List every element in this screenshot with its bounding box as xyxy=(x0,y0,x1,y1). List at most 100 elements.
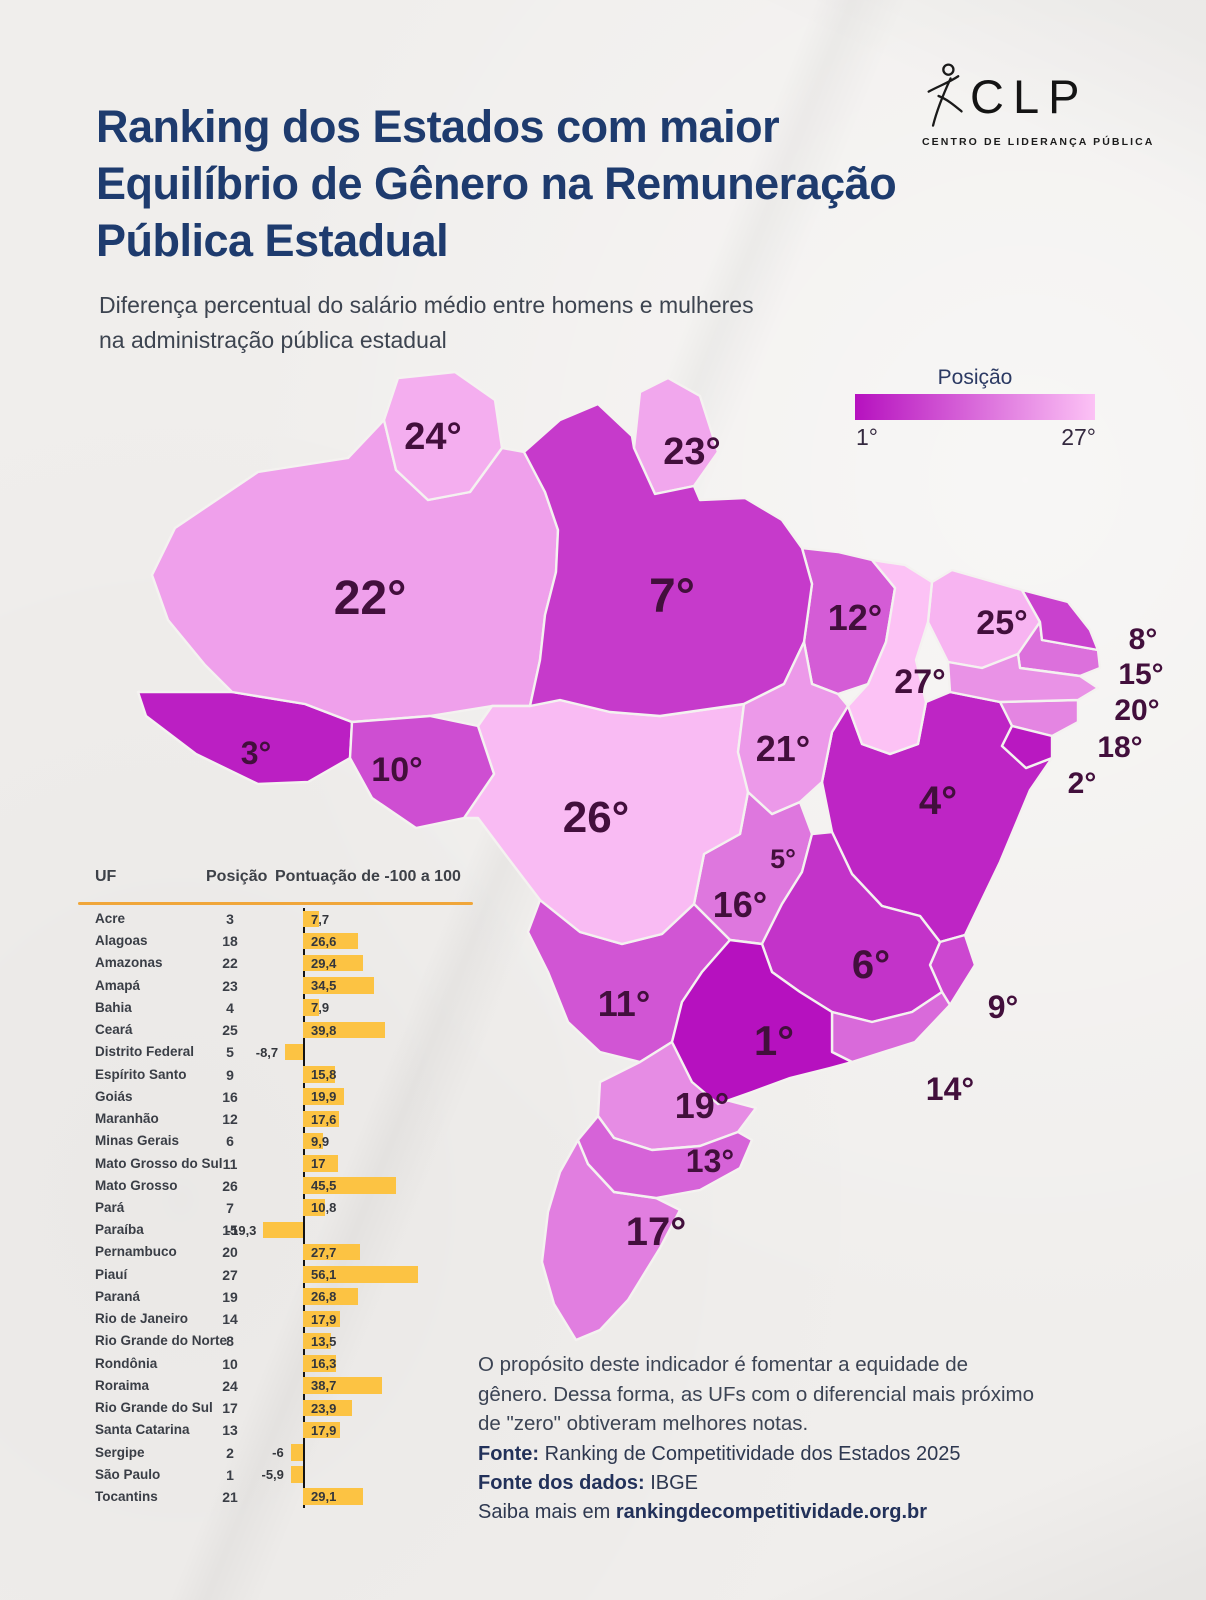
state-rank-label-sc: 13° xyxy=(686,1143,734,1179)
state-rank-label-rj: 14° xyxy=(926,1071,974,1107)
row-score-value: 19,9 xyxy=(311,1089,337,1105)
row-uf-name: Paraíba xyxy=(95,1222,144,1238)
row-score-value: 45,5 xyxy=(311,1178,337,1194)
row-score-bar xyxy=(303,1155,338,1172)
row-position: 14 xyxy=(222,1311,238,1328)
row-uf-name: Ceará xyxy=(95,1022,133,1038)
row-score-value: 7,9 xyxy=(311,1000,330,1016)
table-row: Paraná 19 26,8 xyxy=(78,1286,478,1308)
subtitle-line-1: Diferença percentual do salário médio en… xyxy=(99,292,754,318)
row-score-bar xyxy=(303,932,358,950)
row-score-value: 17,6 xyxy=(311,1111,337,1127)
row-uf-name: Sergipe xyxy=(95,1444,145,1460)
source-block: Fonte: Ranking de Competitividade dos Es… xyxy=(478,1440,1078,1527)
legend-gradient-bar xyxy=(855,394,1095,420)
table-row: Distrito Federal 5 -8,7 xyxy=(78,1041,478,1063)
state-rank-label-rs: 17° xyxy=(626,1210,687,1254)
state-rank-label-mg: 6° xyxy=(852,943,890,987)
row-uf-name: Rio de Janeiro xyxy=(95,1311,189,1327)
table-row: Maranhão 12 17,6 xyxy=(78,1108,478,1130)
data-source-line: Fonte dos dados: IBGE xyxy=(478,1469,1078,1498)
row-score-value: -8,7 xyxy=(255,1044,279,1060)
row-score-bar xyxy=(303,1399,352,1417)
source-label: Fonte: xyxy=(478,1443,540,1465)
row-score-bar xyxy=(303,1110,340,1128)
clp-logo-tagline: CENTRO DE LIDERANÇA PÚBLICA xyxy=(922,136,1155,148)
row-position: 22 xyxy=(222,955,238,972)
state-rank-label-ba: 4° xyxy=(919,779,957,823)
table-row: Espírito Santo 9 15,8 xyxy=(78,1064,478,1086)
state-shape-pi xyxy=(846,558,934,756)
row-position: 18 xyxy=(222,933,238,950)
legend-max-label: 27° xyxy=(1061,424,1096,450)
state-rank-label-ms: 11° xyxy=(598,983,650,1024)
col-header-uf: UF xyxy=(95,868,117,885)
row-score-value: -5,9 xyxy=(261,1467,284,1483)
row-position: 20 xyxy=(222,1244,238,1261)
learn-more-link: rankingdecompetitividade.org.br xyxy=(615,1501,928,1523)
state-rank-label-es: 9° xyxy=(988,989,1019,1025)
row-score-bar xyxy=(303,1177,397,1194)
row-uf-name: Pernambuco xyxy=(95,1244,177,1260)
row-uf-name: Rondônia xyxy=(95,1355,158,1371)
row-uf-name: Distrito Federal xyxy=(95,1044,195,1060)
row-score-value: 29,1 xyxy=(311,1489,337,1505)
title-line-2: Equilíbrio de Gênero na Remuneração xyxy=(96,158,897,209)
learn-more-prefix: Saiba mais em xyxy=(478,1501,616,1523)
state-shape-sc xyxy=(576,1114,754,1200)
row-uf-name: Goiás xyxy=(95,1088,133,1104)
row-score-value: 38,7 xyxy=(311,1378,337,1394)
row-score-value: 9,9 xyxy=(311,1133,330,1149)
row-score-value: 23,9 xyxy=(311,1400,337,1416)
table-row: Rio Grande do Norte 8 13,5 xyxy=(78,1330,478,1352)
table-row: Piauí 27 56,1 xyxy=(78,1264,478,1286)
state-rank-label-ce: 25° xyxy=(976,604,1027,642)
clp-person-icon xyxy=(927,63,963,127)
col-header-pontuacao: Pontuação de -100 a 100 xyxy=(275,868,461,885)
row-uf-name: Piauí xyxy=(95,1266,128,1282)
table-row: Rondônia 10 16,3 xyxy=(78,1353,478,1375)
state-rank-label-ac: 3° xyxy=(241,735,272,771)
table-row: Mato Grosso 26 45,5 xyxy=(78,1175,478,1197)
row-position: 6 xyxy=(226,1133,234,1150)
state-rank-label-to: 21° xyxy=(756,728,810,769)
row-uf-name: Santa Catarina xyxy=(95,1422,190,1438)
state-rank-label-am: 22° xyxy=(334,572,407,625)
row-uf-name: São Paulo xyxy=(95,1466,161,1482)
row-uf-name: Espírito Santo xyxy=(95,1066,187,1082)
clp-logo-text: CLP xyxy=(970,69,1089,123)
state-shape-rr xyxy=(382,370,504,502)
row-score-bar xyxy=(290,1466,303,1483)
subtitle-line-2: na administração pública estadual xyxy=(99,327,447,353)
row-score-value: 16,3 xyxy=(311,1356,337,1372)
row-score-bar xyxy=(285,1043,303,1061)
title-line-1: Ranking dos Estados com maior xyxy=(96,101,780,152)
row-position: 2 xyxy=(226,1444,234,1461)
row-position: 27 xyxy=(222,1266,238,1283)
table-row: Amazonas 22 29,4 xyxy=(78,952,478,974)
row-score-value: 13,5 xyxy=(311,1333,337,1349)
learn-more-line: Saiba mais em rankingdecompetitividade.o… xyxy=(478,1498,1078,1527)
row-uf-name: Rio Grande do Norte xyxy=(95,1333,228,1349)
table-row: Acre 3 7,7 xyxy=(78,908,478,930)
row-position: 9 xyxy=(226,1066,234,1083)
state-rank-label-al: 18° xyxy=(1097,731,1142,764)
row-score-value: 17,9 xyxy=(311,1311,337,1327)
state-rank-label-pi: 27° xyxy=(894,663,945,701)
row-position: 25 xyxy=(222,1022,238,1039)
table-row: Pará 7 10,8 xyxy=(78,1197,478,1219)
data-source-label: Fonte dos dados: xyxy=(478,1472,645,1494)
row-uf-name: Maranhão xyxy=(95,1111,159,1127)
row-score-bar xyxy=(303,910,319,927)
row-score-value: 34,5 xyxy=(311,978,337,994)
row-score-bar xyxy=(290,1444,303,1461)
state-rank-label-sp: 1° xyxy=(754,1017,794,1064)
row-position: 12 xyxy=(222,1111,238,1128)
row-score-value: 26,8 xyxy=(311,1289,337,1305)
row-score-bar xyxy=(303,1243,360,1261)
row-position: 15 xyxy=(222,1222,238,1239)
table-row: Alagoas 18 26,6 xyxy=(78,930,478,952)
row-uf-name: Amapá xyxy=(95,977,141,993)
state-shape-rn xyxy=(1020,588,1100,652)
